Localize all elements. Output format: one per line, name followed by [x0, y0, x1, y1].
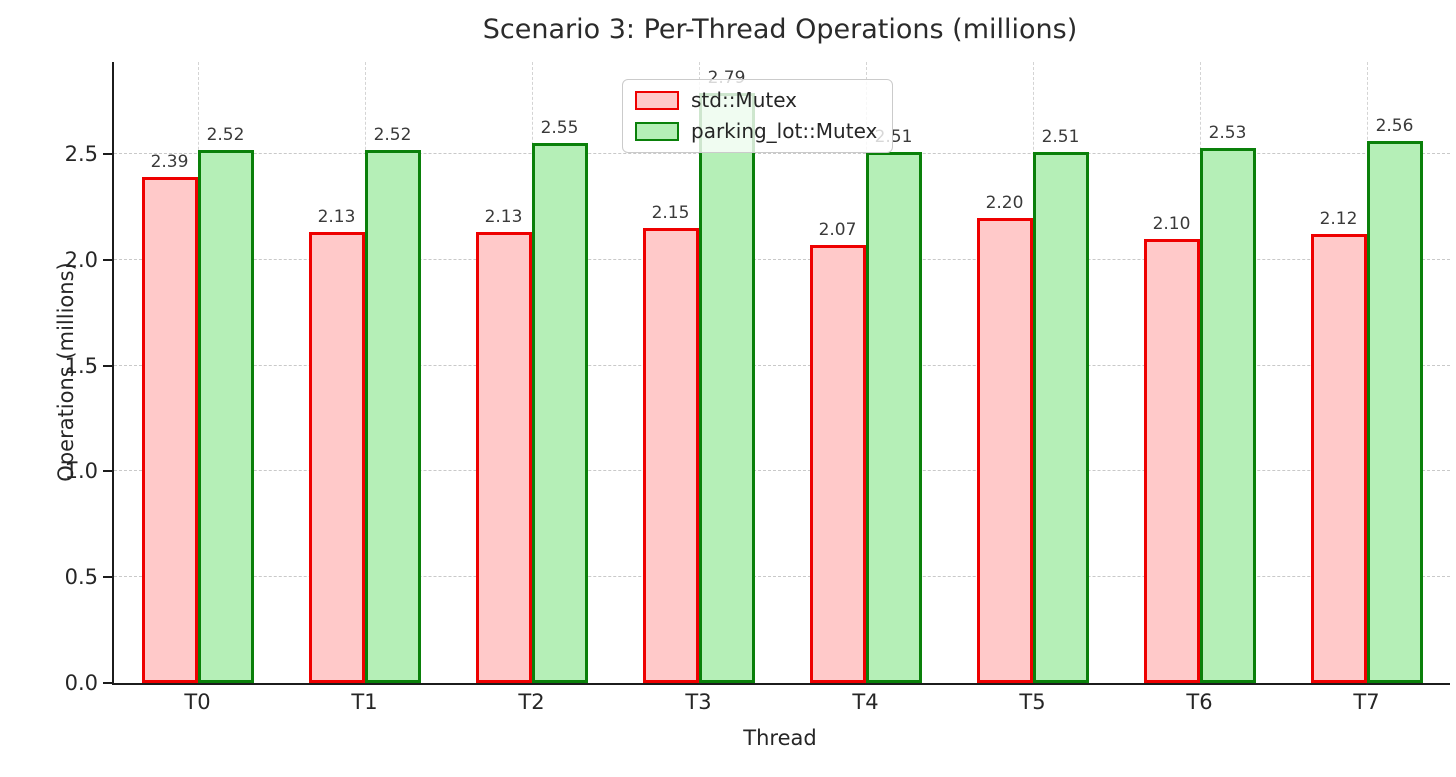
bar-value-label: 2.10: [1152, 213, 1191, 234]
bar-std-mutex-T1: [308, 232, 365, 683]
bar-parking-lot-mutex-T1: [364, 149, 421, 683]
bar-std-mutex-T0: [141, 177, 198, 683]
y-tick-mark: [103, 470, 112, 473]
y-tick-mark: [103, 576, 112, 579]
legend-label-parking-lot-mutex: parking_lot::Mutex: [691, 119, 878, 143]
bar-std-mutex-T6: [1143, 238, 1200, 683]
x-tick-label: T0: [184, 690, 211, 714]
y-tick-label: 0.0: [64, 671, 98, 695]
legend-label-std-mutex: std::Mutex: [691, 88, 797, 112]
bar-std-mutex-T4: [809, 245, 866, 683]
y-tick-mark: [103, 153, 112, 156]
legend-item-std-mutex: std::Mutex: [635, 88, 877, 112]
bar-parking-lot-mutex-T3: [698, 92, 755, 683]
y-tick-label: 2.0: [64, 247, 98, 272]
y-tick-label: 1.5: [64, 353, 98, 378]
legend-swatch-std-mutex-icon: [635, 90, 679, 110]
chart-title: Scenario 3: Per-Thread Operations (milli…: [482, 14, 1078, 45]
x-axis-label: Thread: [743, 726, 817, 750]
legend: std::Mutex parking_lot::Mutex: [622, 79, 894, 153]
y-tick-label: 2.5: [64, 142, 98, 167]
bar-parking-lot-mutex-T7: [1366, 141, 1423, 683]
bar-std-mutex-T3: [642, 228, 699, 683]
bar-std-mutex-T5: [976, 217, 1033, 683]
legend-swatch-parking-lot-mutex-icon: [635, 121, 679, 141]
h-gridline: [114, 258, 1450, 260]
x-tick-label: T1: [351, 690, 378, 714]
y-tick-mark: [103, 364, 112, 367]
bar-parking-lot-mutex-T6: [1199, 147, 1256, 683]
bar-value-label: 2.51: [1041, 126, 1080, 147]
bar-value-label: 2.53: [1208, 122, 1247, 143]
bar-value-label: 2.13: [484, 207, 523, 228]
plot-area: 0.0 0.5 1.0 1.5 2.0 2.5 T0 T1 T2 T3 T4 T5 T6 T7 2.39 2.…: [65, 62, 1450, 714]
x-tick-label: T2: [518, 690, 545, 714]
h-gridline: [114, 364, 1450, 366]
bar-value-label: 2.13: [317, 207, 356, 228]
y-tick-mark: [103, 258, 112, 261]
bar-value-label: 2.15: [651, 203, 690, 224]
h-gridline: [114, 470, 1450, 472]
bar-value-label: 2.52: [206, 124, 245, 145]
bar-value-label: 2.39: [150, 152, 189, 173]
bar-value-label: 2.07: [818, 220, 857, 241]
h-gridline: [114, 576, 1450, 578]
bar-std-mutex-T7: [1310, 234, 1367, 683]
x-tick-label: T5: [1019, 690, 1046, 714]
x-tick-label: T6: [1186, 690, 1213, 714]
y-tick-label: 0.5: [64, 565, 98, 590]
bar-value-label: 2.12: [1319, 209, 1358, 230]
bar-parking-lot-mutex-T5: [1032, 151, 1089, 683]
h-gridline: [114, 153, 1450, 155]
x-tick-label: T3: [685, 690, 712, 714]
x-tick-label: T4: [852, 690, 879, 714]
bar-value-label: 2.56: [1375, 116, 1414, 137]
bar-parking-lot-mutex-T2: [531, 143, 588, 683]
bar-parking-lot-mutex-T4: [865, 151, 922, 683]
bar-parking-lot-mutex-T0: [197, 149, 254, 683]
bar-std-mutex-T2: [475, 232, 532, 683]
y-tick-label: 1.0: [64, 459, 98, 484]
y-tick-mark: [103, 682, 112, 684]
bar-value-label: 2.52: [373, 124, 412, 145]
x-tick-label: T7: [1353, 690, 1380, 714]
bar-value-label: 2.20: [985, 192, 1024, 213]
bar-value-label: 2.55: [540, 118, 579, 139]
legend-item-parking-lot-mutex: parking_lot::Mutex: [635, 119, 877, 143]
